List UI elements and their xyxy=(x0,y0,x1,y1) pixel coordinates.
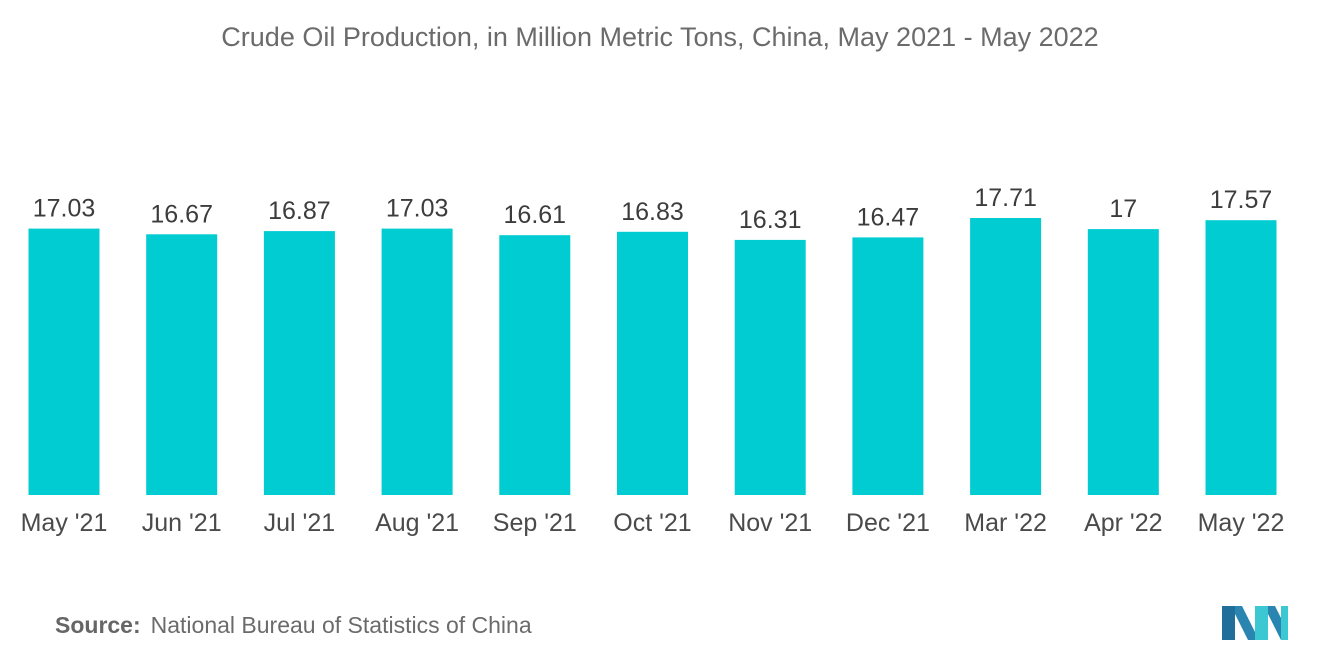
logo-shape-left xyxy=(1222,606,1235,640)
x-tick-label: Oct '21 xyxy=(613,509,691,537)
x-tick-label: Jun '21 xyxy=(142,509,222,537)
bar-value-label: 16.83 xyxy=(621,198,684,226)
bar-value-label: 17.57 xyxy=(1210,186,1273,214)
source-label: Source: xyxy=(55,612,141,638)
bar xyxy=(263,231,335,495)
logo-shape-mid-dark xyxy=(1235,606,1255,640)
bar-value-label: 16.47 xyxy=(857,203,920,231)
x-tick-label: Dec '21 xyxy=(846,509,930,537)
bar xyxy=(1205,220,1277,495)
bar xyxy=(28,228,100,495)
mordor-intelligence-logo-icon xyxy=(1222,606,1288,640)
bar-value-label: 16.67 xyxy=(150,200,213,228)
bar xyxy=(852,237,924,495)
logo-shape-mid-light xyxy=(1255,606,1268,640)
bar xyxy=(146,234,218,496)
source-note: Source: National Bureau of Statistics of … xyxy=(55,612,532,639)
x-tick-label: Aug '21 xyxy=(375,509,459,537)
logo-shape-right xyxy=(1281,606,1288,640)
x-axis-tick-labels: May '21 Jun '21 Jul '21 Aug '21 Sep '21 Oct '… xyxy=(21,509,1285,537)
bars-group xyxy=(28,218,1277,496)
bar xyxy=(381,228,453,495)
bar xyxy=(1087,229,1159,495)
value-labels-group: 17.03 16.67 16.87 17.03 16.61 16.83 16.31 16.47… xyxy=(33,184,1273,234)
x-tick-label: Jul '21 xyxy=(264,509,335,537)
bar-value-label: 17.71 xyxy=(974,184,1037,212)
bar-value-label: 16.61 xyxy=(504,201,567,229)
x-tick-label: May '21 xyxy=(21,509,108,537)
x-tick-label: Mar '22 xyxy=(964,509,1047,537)
bar xyxy=(734,239,806,495)
x-tick-label: Sep '21 xyxy=(493,509,577,537)
bar-value-label: 16.31 xyxy=(739,206,802,234)
bar-value-label: 17.03 xyxy=(33,195,96,223)
bar-value-label: 16.87 xyxy=(268,197,331,225)
bar-value-label: 17 xyxy=(1109,195,1137,223)
x-tick-label: May '22 xyxy=(1198,509,1285,537)
bar xyxy=(617,231,688,496)
x-tick-label: Nov '21 xyxy=(728,509,812,537)
x-tick-label: Apr '22 xyxy=(1084,509,1162,537)
bar xyxy=(970,218,1042,495)
chart-title: Crude Oil Production, in Million Metric … xyxy=(221,22,1099,52)
bar-value-label: 17.03 xyxy=(386,195,449,223)
bar xyxy=(499,235,571,495)
source-text: National Bureau of Statistics of China xyxy=(150,612,532,638)
